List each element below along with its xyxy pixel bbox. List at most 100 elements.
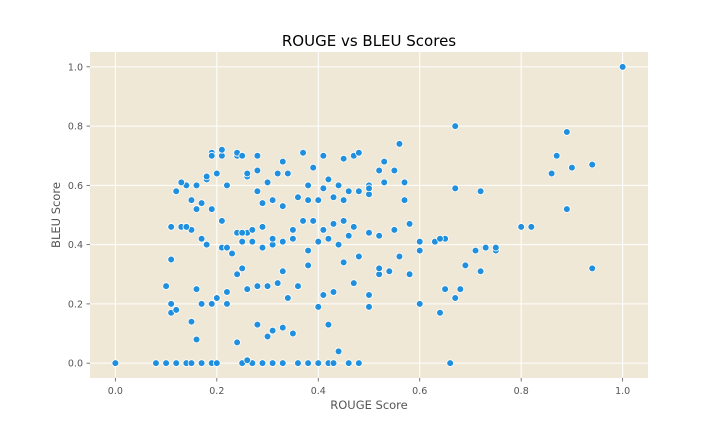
data-point bbox=[456, 285, 465, 293]
data-point bbox=[563, 128, 571, 136]
data-point bbox=[436, 234, 444, 243]
data-point bbox=[111, 359, 120, 367]
data-point bbox=[319, 226, 328, 234]
data-point bbox=[319, 184, 328, 193]
data-point bbox=[547, 169, 556, 178]
data-point bbox=[172, 306, 181, 314]
data-point bbox=[233, 338, 241, 347]
data-point bbox=[268, 326, 277, 335]
data-point bbox=[294, 193, 302, 202]
data-point bbox=[294, 359, 302, 367]
data-point bbox=[405, 270, 414, 279]
data-point bbox=[314, 237, 323, 246]
data-point bbox=[304, 261, 312, 270]
data-point bbox=[390, 166, 399, 175]
data-point bbox=[253, 187, 262, 196]
data-point bbox=[289, 329, 297, 338]
data-point bbox=[365, 228, 373, 237]
data-point bbox=[243, 356, 252, 365]
data-point bbox=[258, 243, 267, 252]
data-point bbox=[238, 264, 246, 273]
data-point bbox=[314, 359, 323, 367]
data-point bbox=[304, 246, 312, 255]
data-point bbox=[177, 178, 186, 187]
data-point bbox=[213, 359, 221, 367]
data-point bbox=[309, 163, 318, 172]
data-point bbox=[263, 178, 272, 187]
data-point bbox=[319, 151, 328, 160]
data-point bbox=[248, 226, 257, 234]
data-point bbox=[329, 193, 338, 202]
data-point bbox=[253, 151, 262, 160]
data-point bbox=[527, 223, 536, 231]
data-point bbox=[451, 294, 460, 302]
data-point bbox=[207, 205, 216, 213]
data-point bbox=[202, 240, 211, 249]
data-point bbox=[192, 285, 201, 293]
data-point bbox=[258, 223, 267, 231]
data-point bbox=[238, 237, 246, 246]
data-point bbox=[284, 169, 292, 178]
data-point bbox=[223, 300, 231, 308]
data-point bbox=[552, 151, 561, 160]
data-point bbox=[380, 157, 389, 166]
data-point bbox=[365, 303, 373, 311]
data-point bbox=[568, 163, 576, 172]
data-point bbox=[187, 359, 196, 367]
y-axis-label: BLEU Score bbox=[49, 182, 63, 248]
data-point bbox=[324, 234, 333, 243]
data-point bbox=[415, 300, 424, 308]
data-point bbox=[451, 184, 460, 193]
data-point bbox=[344, 187, 353, 196]
data-point bbox=[339, 258, 348, 267]
y-tick-label: 0.8 bbox=[68, 122, 83, 133]
data-point bbox=[395, 140, 404, 148]
data-point bbox=[268, 196, 277, 204]
data-point bbox=[329, 288, 338, 296]
data-point bbox=[334, 347, 343, 356]
data-point bbox=[213, 169, 221, 178]
data-point bbox=[618, 63, 627, 71]
data-point bbox=[304, 181, 312, 190]
data-point bbox=[172, 359, 181, 367]
data-point bbox=[228, 249, 236, 258]
data-point bbox=[197, 234, 206, 243]
chart-title: ROUGE vs BLEU Scores bbox=[282, 32, 456, 50]
data-point bbox=[167, 223, 175, 231]
data-point bbox=[187, 196, 196, 204]
data-point bbox=[223, 181, 231, 190]
data-point bbox=[263, 332, 272, 341]
data-point bbox=[400, 178, 409, 187]
data-point bbox=[192, 335, 201, 344]
data-point bbox=[314, 303, 323, 311]
data-point bbox=[339, 154, 348, 163]
data-point bbox=[476, 267, 485, 276]
data-point bbox=[365, 291, 373, 299]
data-point bbox=[167, 300, 175, 308]
data-point bbox=[192, 181, 201, 190]
data-point bbox=[436, 308, 444, 317]
data-point bbox=[278, 202, 287, 210]
data-point bbox=[339, 217, 348, 225]
data-point bbox=[299, 148, 307, 157]
y-tick-label: 1.0 bbox=[68, 62, 83, 73]
axis-ticks: 0.0 0.2 0.4 0.6 0.8 1.0 0.0 0.2 0.4 0.6 0.8 1.0 bbox=[68, 62, 630, 397]
data-point bbox=[405, 220, 414, 228]
data-point bbox=[344, 359, 353, 367]
data-point bbox=[268, 359, 277, 367]
data-point bbox=[446, 359, 454, 367]
x-tick-label: 0.6 bbox=[412, 386, 427, 397]
data-point bbox=[197, 359, 206, 367]
data-point bbox=[284, 294, 292, 302]
data-point bbox=[355, 148, 363, 157]
data-point bbox=[390, 226, 399, 234]
data-point bbox=[187, 317, 196, 326]
data-point bbox=[385, 267, 394, 276]
y-tick-label: 0.0 bbox=[68, 359, 83, 370]
data-point bbox=[182, 223, 191, 231]
data-point bbox=[238, 228, 246, 237]
data-point bbox=[588, 264, 596, 273]
data-point bbox=[223, 243, 231, 252]
data-point bbox=[192, 205, 201, 213]
data-point bbox=[415, 237, 424, 246]
